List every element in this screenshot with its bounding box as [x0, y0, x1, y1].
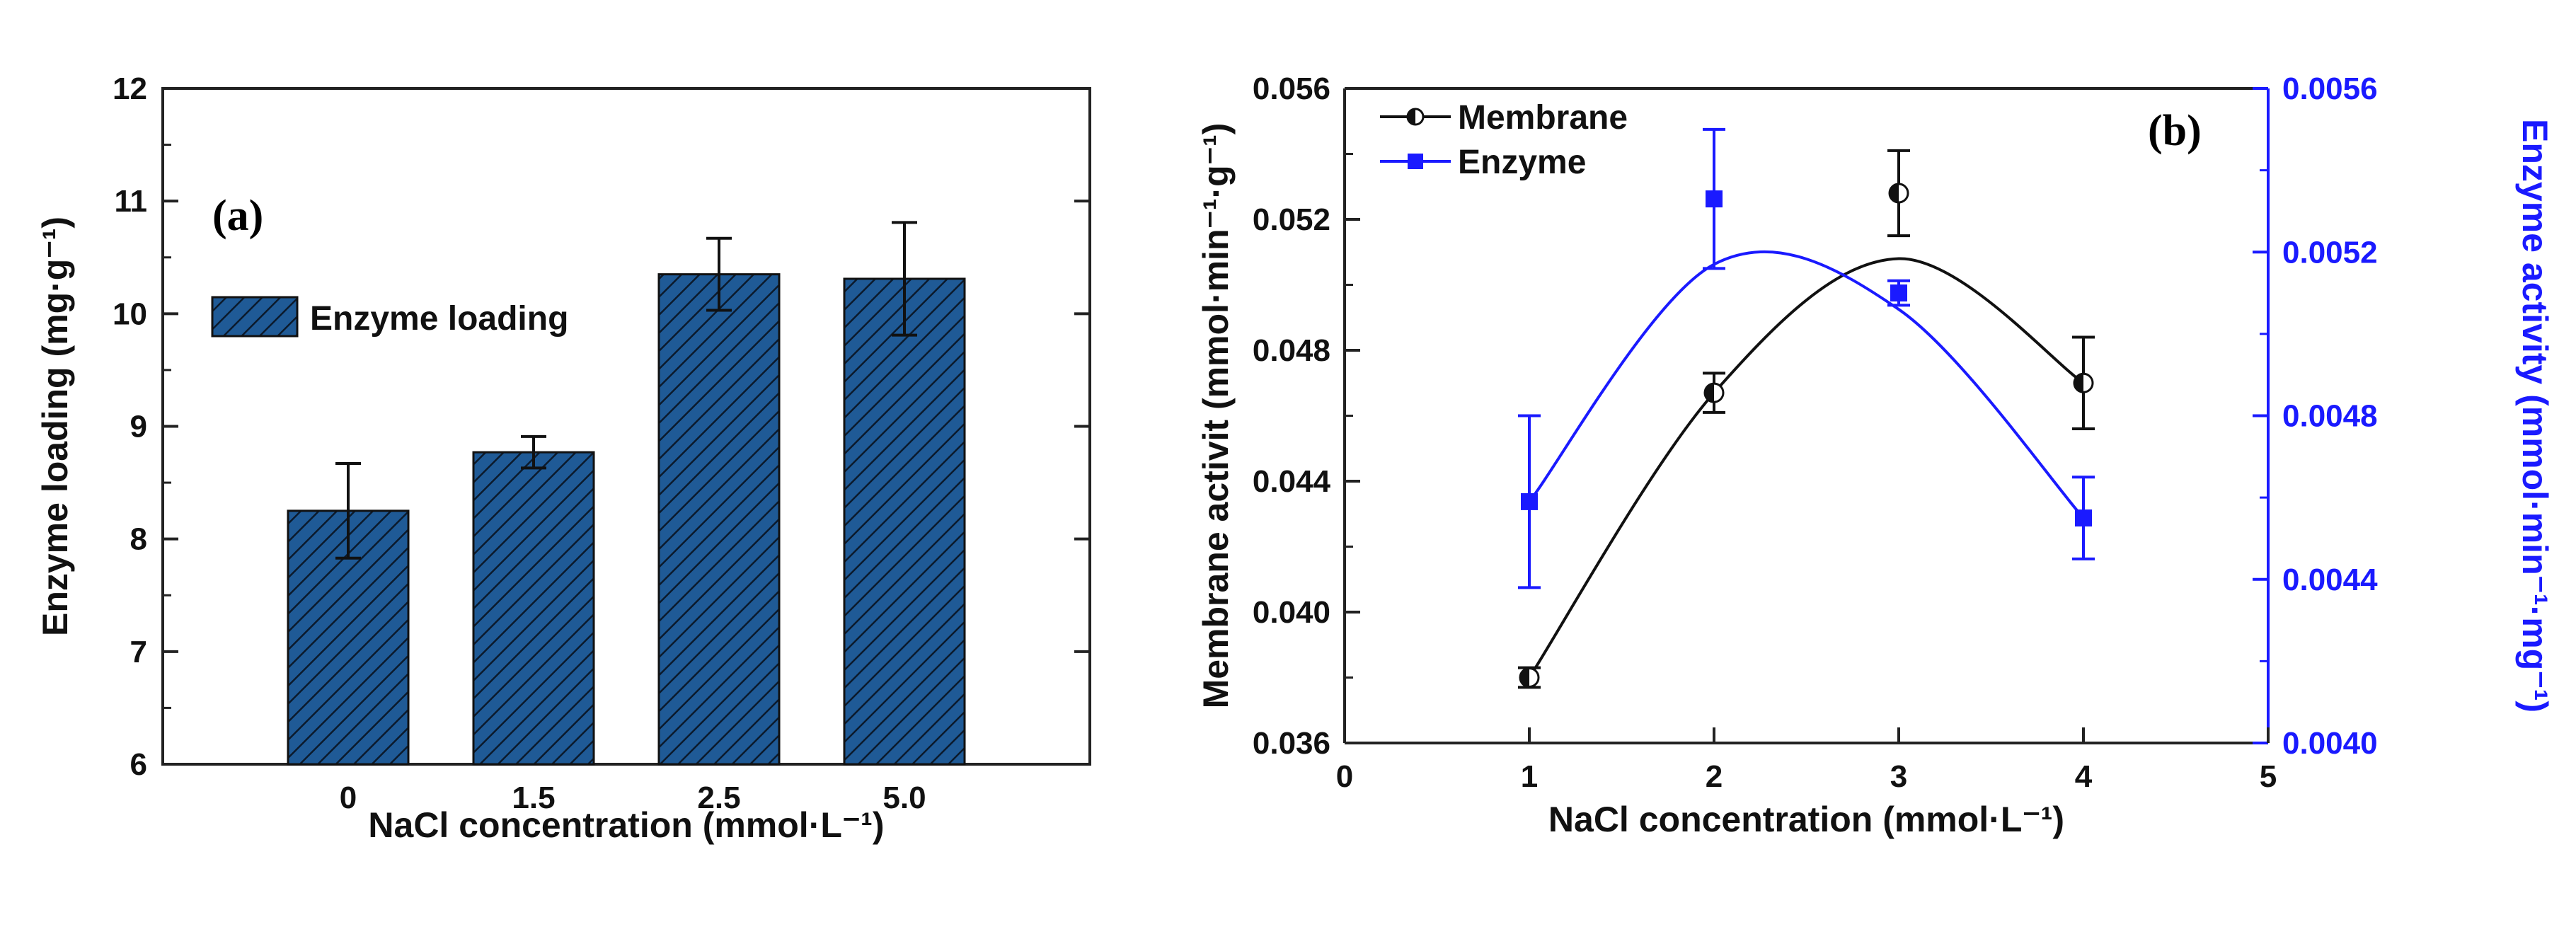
y-axis-label-a: Enzyme loading (mg·g⁻¹): [35, 217, 75, 636]
x-tick-label-b: 4: [2075, 759, 2093, 794]
y-tick-label-right-b: 0.0052: [2282, 235, 2378, 270]
x-axis-label-a: NaCl concentration (mmol·L⁻¹): [368, 805, 884, 845]
point-membrane: [1703, 382, 1725, 403]
point-membrane: [1519, 667, 1540, 688]
y-tick-label-a: 10: [113, 296, 147, 331]
y-tick-label-left-b: 0.044: [1253, 464, 1331, 499]
x-tick-label-b: 0: [1336, 759, 1353, 794]
x-tick-label-a: 1.5: [512, 780, 555, 815]
panel-label-a: (a): [212, 192, 263, 240]
error-bar: [892, 221, 917, 337]
legend-swatch-enzyme-loading: [211, 296, 299, 338]
x-tick-label-b: 2: [1706, 759, 1723, 794]
legend-marker-enzyme: [1408, 154, 1423, 169]
y-tick-label-right-b: 0.0048: [2282, 399, 2378, 434]
chart-b: 0.036 0.040 0.044 0.048 0.052 0.056 0.0040 0.0…: [1196, 71, 2555, 839]
y-tick-label-right-b: 0.0056: [2282, 71, 2378, 106]
bar: [472, 451, 595, 766]
bar: [657, 273, 781, 766]
y-tick-label-a: 12: [113, 71, 147, 106]
y-axis-label-right-b: Enzyme activity (mmol·min⁻¹·mg⁻¹): [2515, 119, 2555, 713]
legend-label-enzyme-loading: Enzyme loading: [310, 300, 568, 338]
error-bar: [706, 236, 732, 312]
y-tick-label-left-b: 0.036: [1253, 726, 1330, 761]
panel-label-b: (b): [2148, 107, 2202, 155]
x-tick-label-a: 2.5: [697, 780, 740, 815]
y-tick-label-right-b: 0.0044: [2282, 563, 2378, 597]
error-bar: [521, 434, 546, 470]
x-tick-label-a: 0: [340, 780, 357, 815]
point-enzyme: [2075, 509, 2092, 527]
y-tick-label-a: 9: [130, 410, 147, 444]
y-tick-label-left-b: 0.048: [1253, 333, 1330, 368]
fit-line-membrane: [1528, 257, 2085, 679]
point-enzyme: [1890, 284, 1907, 302]
x-tick-label-b: 3: [1890, 759, 1907, 794]
point-membrane: [1888, 183, 1909, 204]
y-tick-label-left-b: 0.040: [1253, 595, 1330, 630]
legend-label-membrane: Membrane: [1458, 99, 1628, 137]
point-enzyme: [1521, 492, 1538, 510]
x-tick-label-b: 5: [2260, 759, 2277, 794]
x-tick-label-b: 1: [1521, 759, 1538, 794]
fit-line-enzyme: [1528, 250, 2085, 519]
point-membrane: [2073, 372, 2094, 393]
y-tick-label-a: 6: [130, 747, 147, 782]
point-enzyme: [1706, 190, 1723, 208]
y-tick-label-left-b: 0.056: [1253, 71, 1330, 106]
x-tick-label-a: 5.0: [882, 780, 926, 815]
x-axis-label-b: NaCl concentration (mmol·L⁻¹): [1548, 800, 2064, 839]
y-axis-label-left-b: Membrane activit (mmol·min⁻¹·g⁻¹): [1196, 123, 1236, 709]
y-tick-label-a: 11: [114, 184, 147, 219]
error-bar: [335, 462, 361, 560]
legend-marker-membrane: [1406, 108, 1425, 126]
y-tick-label-right-b: 0.0040: [2282, 726, 2378, 761]
y-tick-label-a: 8: [130, 522, 147, 557]
chart-a: 6 7 8 9 10 11 12 0 1.5 2.5 5.0 (a) Enzyme loading…: [35, 71, 1091, 845]
bar: [843, 277, 966, 766]
legend-label-enzyme: Enzyme: [1458, 144, 1586, 181]
y-tick-label-a: 7: [130, 635, 147, 669]
y-tick-label-left-b: 0.052: [1253, 202, 1330, 237]
